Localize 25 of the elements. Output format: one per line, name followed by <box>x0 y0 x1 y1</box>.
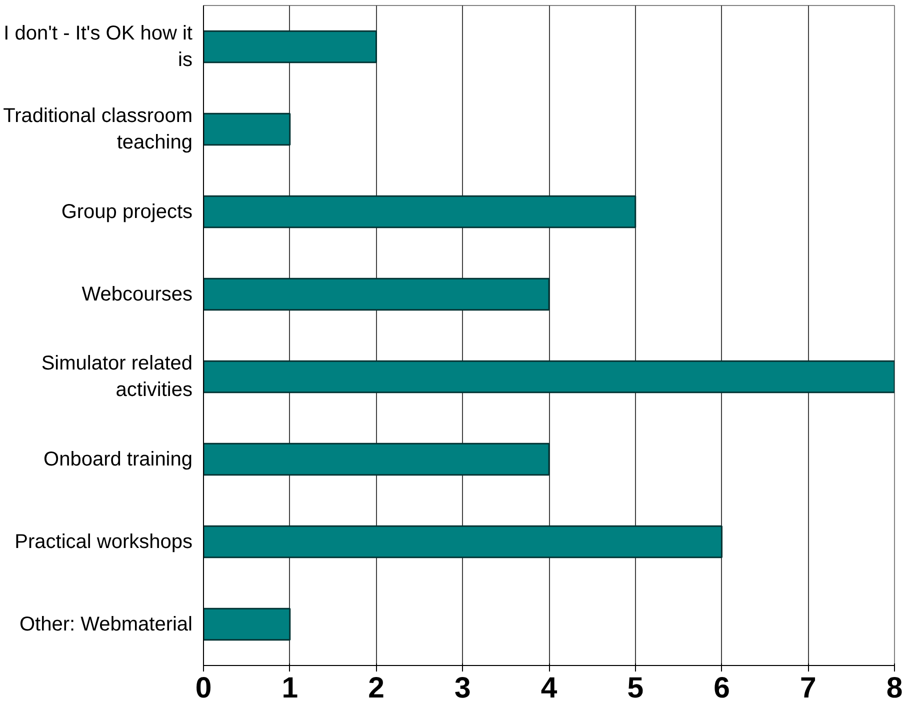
y-tick-label: Onboard training <box>44 448 192 470</box>
y-tick-label: Other: Webmaterial <box>19 613 193 636</box>
bar <box>204 442 550 476</box>
y-tick-label: Traditional classroom teaching <box>3 105 193 154</box>
x-tick-label: 6 <box>714 672 730 704</box>
bar <box>204 112 291 146</box>
x-tick-label: 1 <box>282 672 298 704</box>
x-tick-label: 2 <box>368 672 384 704</box>
x-tick-label: 8 <box>886 672 903 704</box>
x-tick-label: 7 <box>800 672 816 704</box>
bar <box>204 525 722 558</box>
y-tick-label: Simulator related activities <box>41 352 193 401</box>
bar <box>204 30 377 64</box>
y-tick-label: Practical workshops <box>14 530 192 553</box>
bar <box>204 195 636 228</box>
bar <box>204 608 291 641</box>
x-tick-label: 4 <box>540 672 558 704</box>
bar <box>204 278 550 311</box>
y-tick-label: Webcourses <box>82 283 193 306</box>
x-tick-label: 0 <box>195 672 212 704</box>
x-tick-label: 3 <box>454 672 471 704</box>
x-tick-label: 5 <box>627 672 644 704</box>
y-tick-label: Group projects <box>61 200 192 223</box>
bar <box>204 360 894 394</box>
y-tick-label: I don't - It's OK how it is <box>4 22 193 71</box>
